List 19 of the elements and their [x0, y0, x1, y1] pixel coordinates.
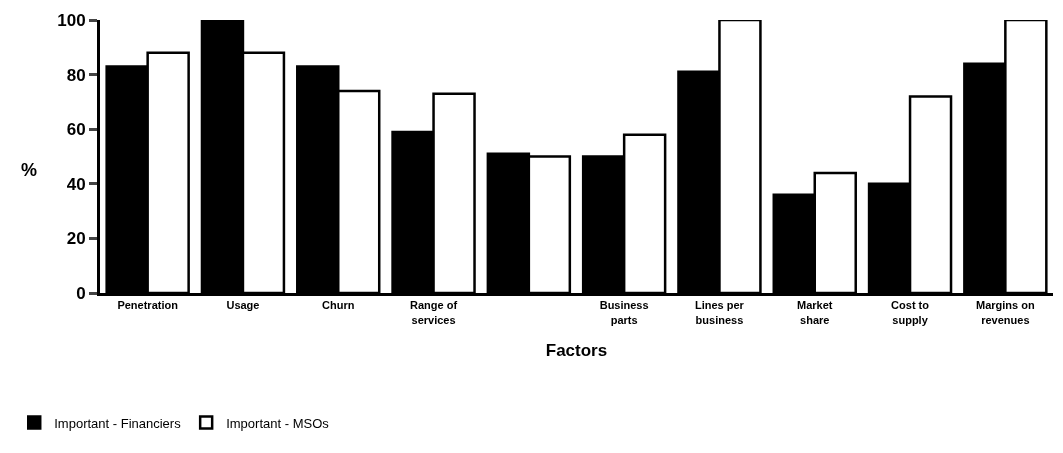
y-tick-label: 60 — [66, 120, 86, 140]
x-tick-label: Market share — [797, 299, 833, 326]
y-axis-title: % — [21, 160, 38, 180]
legend-label: Important - MSOs — [226, 415, 330, 431]
legend-label: Important - Financiers — [54, 415, 182, 431]
x-tick-label: Range of services — [410, 299, 458, 326]
x-tick-label: Lines per business — [695, 299, 745, 326]
y-tick-label: 100 — [57, 10, 86, 30]
x-tick-label: Usage — [226, 299, 260, 312]
y-tick-label: 40 — [66, 174, 86, 194]
x-tick-label: Cost to supply — [891, 299, 930, 326]
y-tick-label: 80 — [66, 65, 86, 85]
x-axis-title: Factors — [545, 340, 608, 360]
y-tick-label: 0 — [76, 283, 86, 303]
y-tick-label: 20 — [66, 229, 86, 249]
x-tick-label: Business parts — [599, 299, 649, 326]
x-tick-label: Penetration — [117, 299, 179, 312]
x-tick-label: Churn — [322, 299, 355, 312]
x-tick-label: Margins on revenues — [976, 299, 1035, 326]
